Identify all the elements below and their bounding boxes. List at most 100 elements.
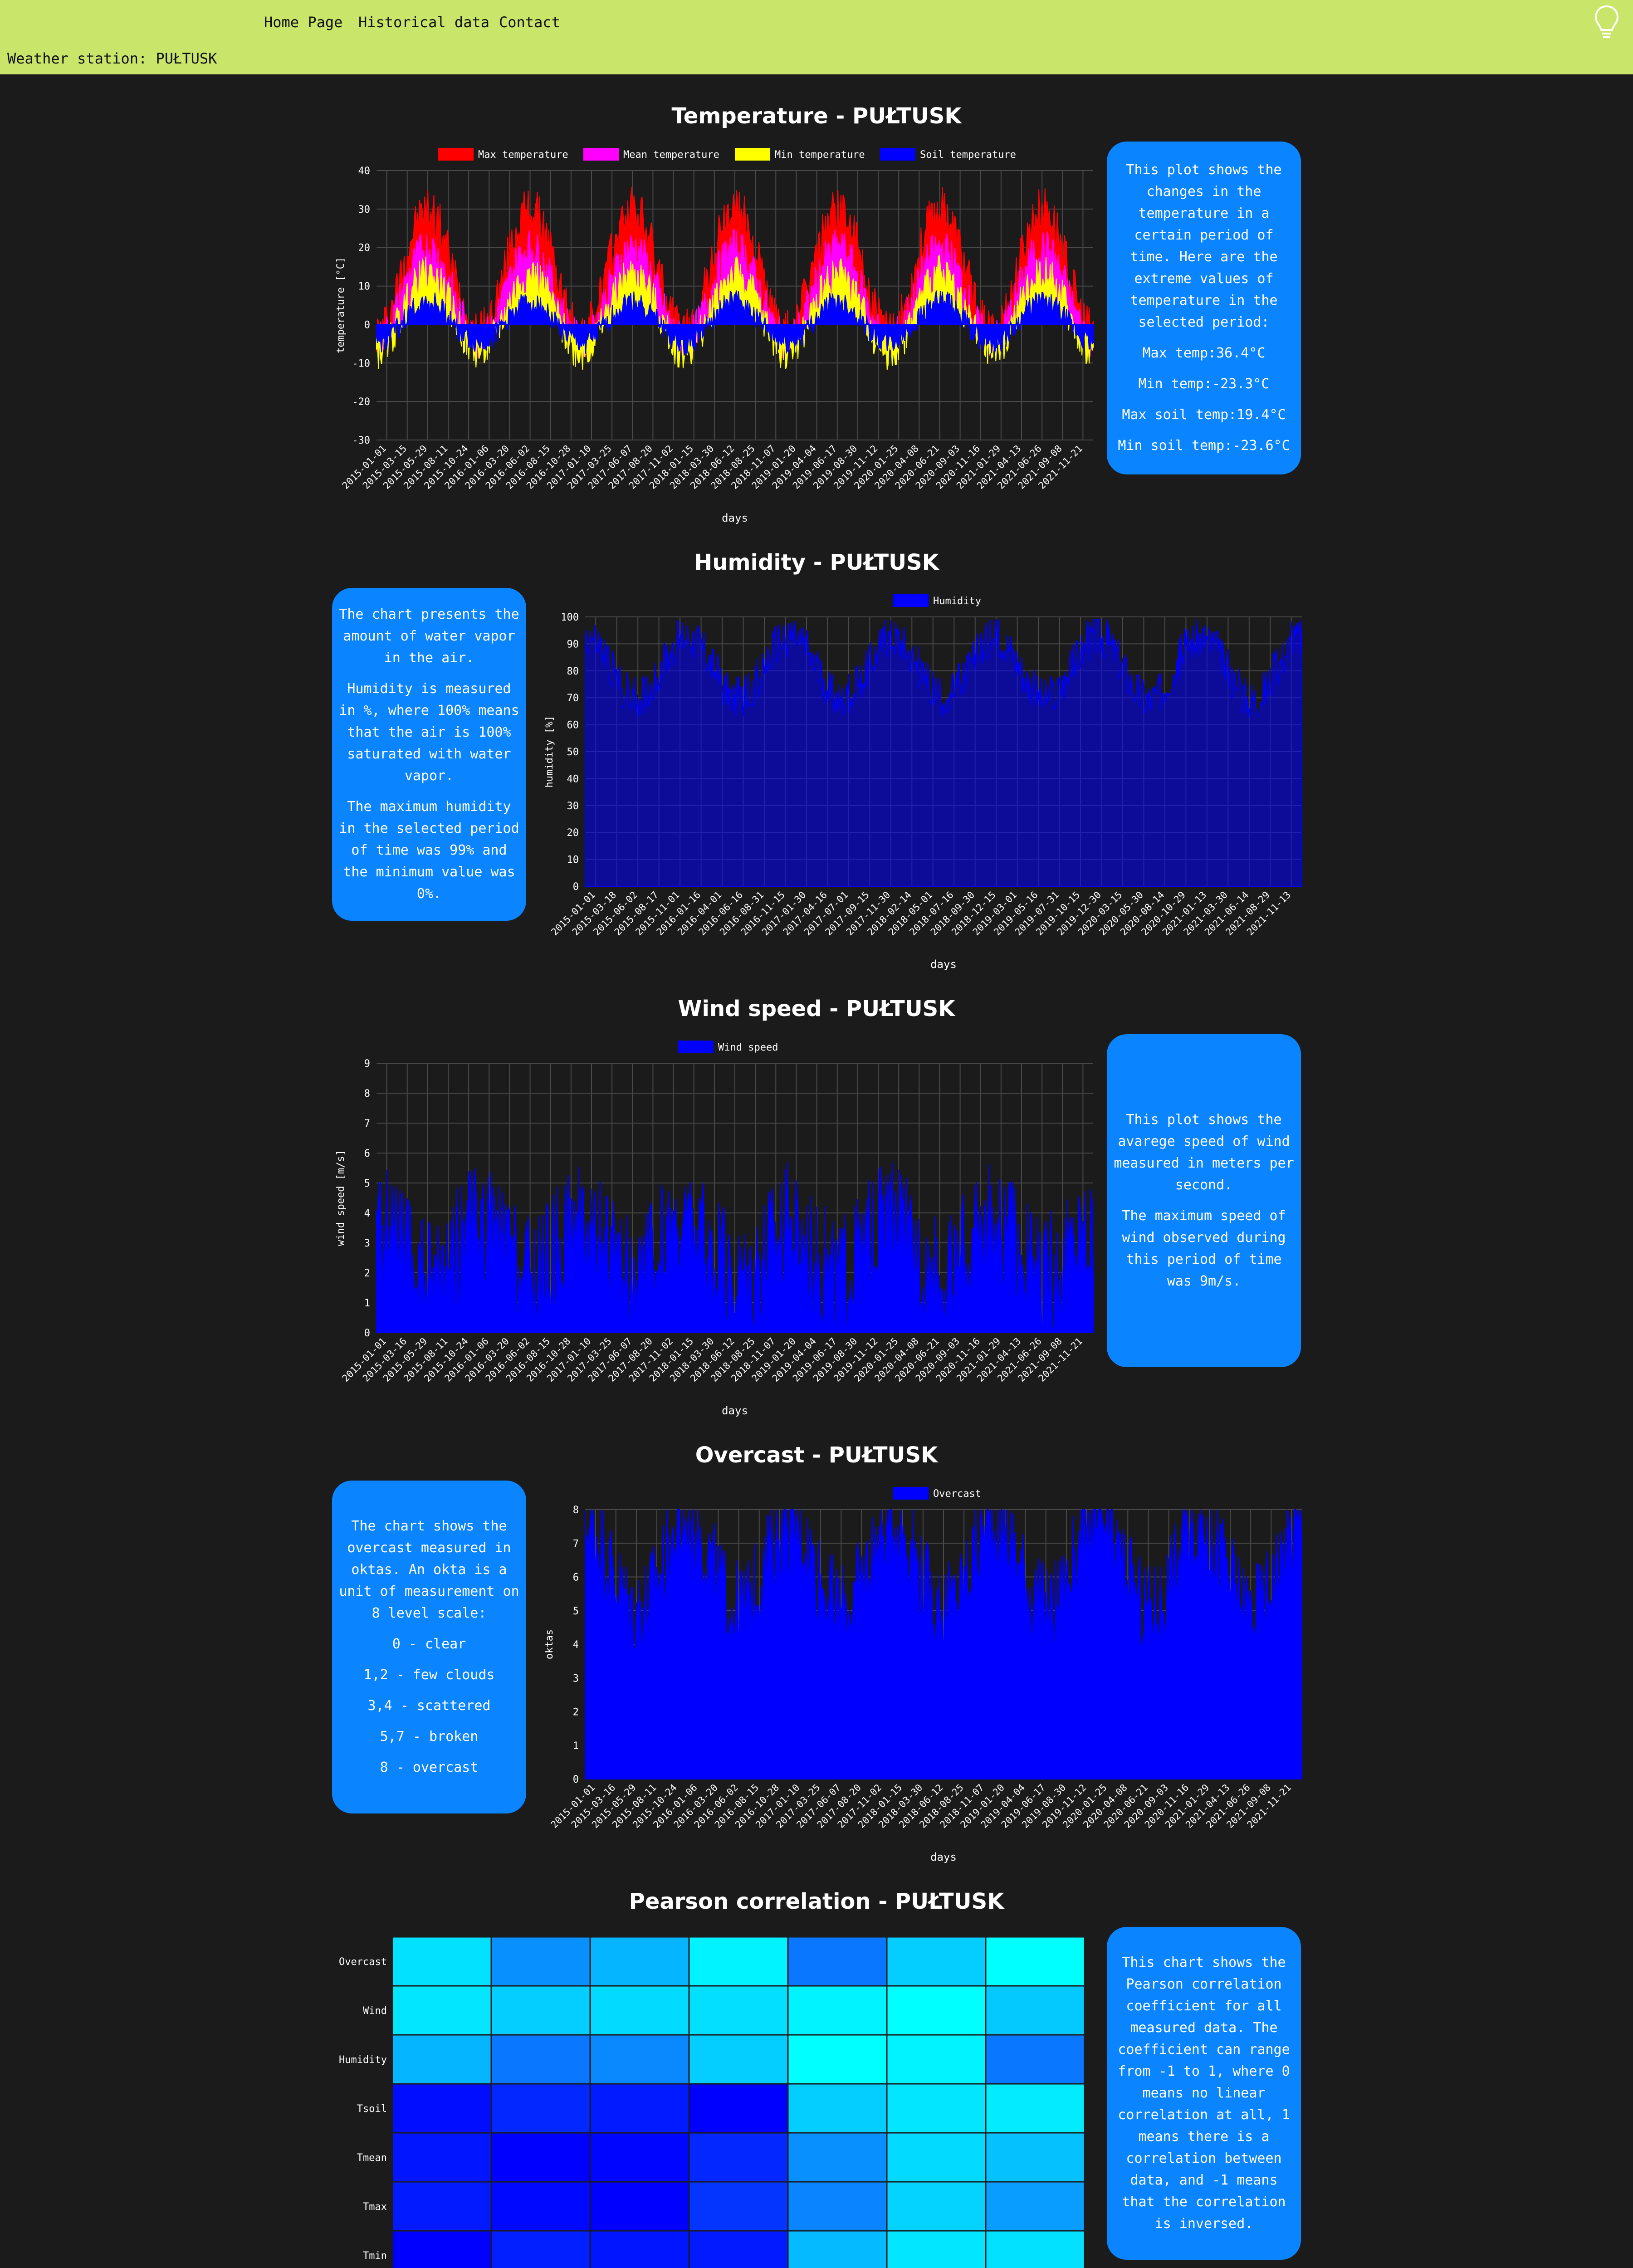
y-tick-label: 3 xyxy=(364,1238,370,1249)
y-axis-label: temperature [°C] xyxy=(335,257,347,353)
okta-overcast-text: 8 - overcast xyxy=(380,1760,479,1775)
y-tick-label: 1 xyxy=(573,1740,579,1752)
heatmap-cell xyxy=(787,2181,888,2232)
y-tick-label: 9 xyxy=(364,1058,370,1070)
temperature-title: Temperature - PUŁTUSK xyxy=(671,103,962,129)
y-tick-label: 5 xyxy=(364,1178,370,1189)
x-axis-label: days xyxy=(722,1404,748,1417)
okta-clear-text: 0 - clear xyxy=(392,1636,466,1652)
heatmap-cell xyxy=(787,1985,888,2036)
legend-swatch xyxy=(735,148,770,161)
max-temp-text: Max temp:36.4°C xyxy=(1142,345,1266,361)
heatmap-cell xyxy=(688,1936,789,1987)
heatmap-cell xyxy=(886,2230,987,2268)
temperature-info-text: This plot shows the changes in the tempe… xyxy=(1126,162,1282,330)
y-tick-label: 4 xyxy=(573,1639,579,1651)
heatmap-cell xyxy=(391,1936,492,1987)
y-tick-label: 0 xyxy=(573,1774,579,1785)
lightbulb-icon[interactable] xyxy=(1593,4,1620,44)
nav-link-home[interactable]: Home Page xyxy=(264,14,343,31)
humidity-info-text-1: The chart presents the amount of water v… xyxy=(339,606,519,666)
y-tick-label: 90 xyxy=(567,639,579,650)
y-axis-label: humidity [%] xyxy=(544,716,555,788)
heatmap-cell xyxy=(490,2132,591,2183)
y-tick-label: 30 xyxy=(567,801,579,812)
humidity-info-text-2: Humidity is measured in %, where 100% me… xyxy=(339,681,519,784)
heatmap-cell xyxy=(886,2083,987,2134)
max-soil-temp-text: Max soil temp:19.4°C xyxy=(1122,407,1286,423)
heatmap-cell xyxy=(985,2181,1085,2232)
y-tick-label: 40 xyxy=(358,166,371,177)
wind-info-box: This plot shows the avarege speed of win… xyxy=(1107,1034,1301,1367)
pearson-heatmap: OvercastWindHumidityTsoilTmeanTmaxTminTm… xyxy=(339,1936,1085,2268)
legend-label: Soil temperature xyxy=(920,149,1016,161)
heatmap-y-label: Tmin xyxy=(363,2250,387,2262)
legend-swatch xyxy=(438,148,474,161)
nav-link-contact[interactable]: Contact xyxy=(499,14,560,31)
y-tick-label: 1 xyxy=(364,1298,370,1309)
y-tick-label: 20 xyxy=(567,827,579,839)
heatmap-cell xyxy=(886,1985,987,2036)
heatmap-cell xyxy=(985,1936,1085,1987)
legend-label: Wind speed xyxy=(718,1042,778,1053)
y-tick-label: -20 xyxy=(352,396,370,408)
x-axis-label: days xyxy=(722,512,748,524)
x-axis-label: days xyxy=(930,1851,957,1863)
overcast-title: Overcast - PUŁTUSK xyxy=(695,1442,938,1468)
heatmap-cell xyxy=(886,2181,987,2232)
legend-swatch xyxy=(893,1487,929,1500)
min-soil-temp-text: Min soil temp:-23.6°C xyxy=(1118,438,1290,454)
okta-broken-text: 5,7 - broken xyxy=(380,1729,479,1745)
y-tick-label: 8 xyxy=(573,1505,579,1516)
heatmap-cell xyxy=(391,2230,492,2268)
heatmap-cell xyxy=(490,2230,591,2268)
heatmap-y-label: Overcast xyxy=(339,1956,387,1968)
heatmap-y-label: Tsoil xyxy=(357,2103,387,2115)
wind-info-text-2: The maximum speed of wind observed durin… xyxy=(1122,1208,1286,1289)
heatmap-cell xyxy=(688,2230,789,2268)
heatmap-cell xyxy=(391,2181,492,2232)
legend-label: Humidity xyxy=(933,596,981,607)
y-tick-label: 70 xyxy=(567,693,579,704)
heatmap-cell xyxy=(391,2034,492,2085)
nav-link-historical-data[interactable]: Historical data xyxy=(358,14,489,31)
heatmap-cell xyxy=(886,2132,987,2183)
series-area xyxy=(585,618,1302,887)
y-tick-label: 2 xyxy=(573,1707,579,1718)
heatmap-y-label: Tmean xyxy=(357,2152,387,2164)
legend-label: Min temperature xyxy=(775,149,865,161)
heatmap-y-label: Tmax xyxy=(363,2201,387,2213)
legend-swatch xyxy=(893,594,929,607)
heatmap-cell xyxy=(787,2132,888,2183)
y-tick-label: 7 xyxy=(364,1118,370,1129)
heatmap-cell xyxy=(985,2230,1085,2268)
wind-info-text-1: This plot shows the avarege speed of win… xyxy=(1114,1112,1294,1193)
y-tick-label: 0 xyxy=(364,1328,370,1339)
heatmap-cell xyxy=(688,2181,789,2232)
y-tick-label: 10 xyxy=(567,855,579,866)
y-tick-label: 5 xyxy=(573,1606,579,1617)
heatmap-cell xyxy=(589,2181,690,2232)
y-tick-label: 7 xyxy=(573,1538,579,1549)
x-axis-label: days xyxy=(930,958,957,971)
y-tick-label: 0 xyxy=(573,881,579,893)
temperature-info-box: This plot shows the changes in the tempe… xyxy=(1107,142,1301,474)
y-tick-label: 4 xyxy=(364,1208,370,1219)
heatmap-cell xyxy=(589,2083,690,2134)
heatmap-cell xyxy=(985,1985,1085,2036)
heatmap-cell xyxy=(391,1985,492,2036)
y-tick-label: 40 xyxy=(567,773,579,785)
heatmap-cell xyxy=(787,2034,888,2085)
heatmap-cell xyxy=(490,1985,591,2036)
pearson-title: Pearson correlation - PUŁTUSK xyxy=(629,1889,1004,1914)
y-tick-label: 3 xyxy=(573,1673,579,1684)
y-tick-label: 20 xyxy=(358,243,371,254)
heatmap-cell xyxy=(589,1985,690,2036)
heatmap-cell xyxy=(490,2034,591,2085)
humidity-title: Humidity - PUŁTUSK xyxy=(694,550,939,575)
heatmap-cell xyxy=(886,2034,987,2085)
temperature-chart: Max temperature Mean temperature Min tempe… xyxy=(335,148,1094,524)
heatmap-cell xyxy=(490,1936,591,1987)
heatmap-y-label: Wind xyxy=(363,2005,387,2017)
wind-title: Wind speed - PUŁTUSK xyxy=(678,996,955,1022)
